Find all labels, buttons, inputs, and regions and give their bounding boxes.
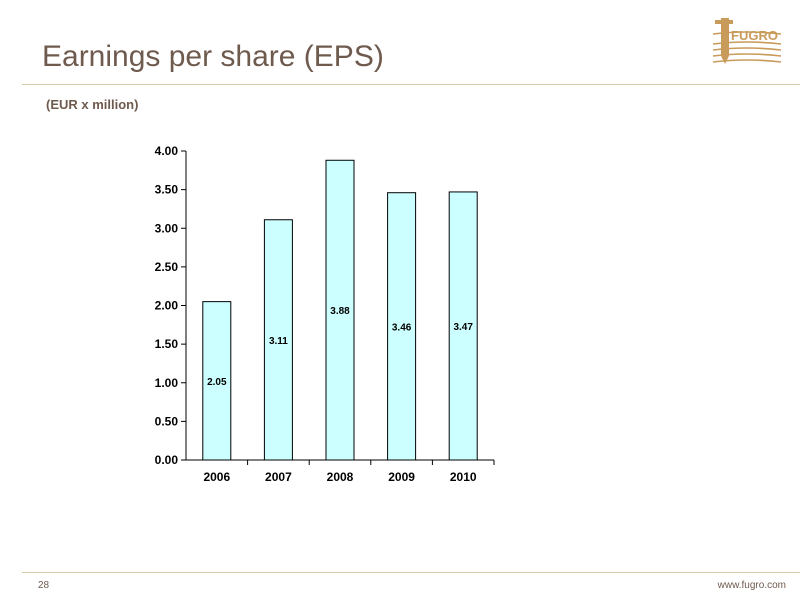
data-label: 3.46 <box>392 322 412 333</box>
x-tick-label: 2006 <box>203 470 230 484</box>
fugro-logo: FUGRO <box>709 16 785 68</box>
y-tick-label: 3.00 <box>155 221 179 235</box>
bar-2010 <box>448 191 478 461</box>
footer-divider <box>22 572 800 573</box>
x-tick-label: 2008 <box>327 470 354 484</box>
y-tick-label: 0.00 <box>155 453 179 467</box>
data-label: 2.05 <box>207 377 227 388</box>
x-tick-label: 2010 <box>450 470 477 484</box>
footer-url: www.fugro.com <box>717 580 786 591</box>
bar-2008 <box>325 159 355 461</box>
bar-2006 <box>202 301 232 461</box>
header-divider <box>22 84 800 85</box>
chart-subtitle: (EUR x million) <box>46 97 139 112</box>
data-label: 3.11 <box>269 336 288 347</box>
y-tick-label: 2.50 <box>155 260 179 274</box>
y-tick-label: 1.50 <box>155 337 179 351</box>
page-number: 28 <box>38 580 50 591</box>
y-tick-label: 4.00 <box>155 144 179 158</box>
y-tick-label: 1.00 <box>155 376 179 390</box>
y-tick-label: 3.50 <box>155 183 179 197</box>
slide-title: Earnings per share (EPS) <box>42 40 384 73</box>
y-tick-label: 2.00 <box>155 299 179 313</box>
bar-2007 <box>263 219 293 461</box>
logo-text: FUGRO <box>731 28 778 43</box>
bar-2009 <box>387 192 417 461</box>
y-tick-label: 0.50 <box>155 414 179 428</box>
x-tick-label: 2009 <box>388 470 415 484</box>
data-label: 3.47 <box>453 322 473 333</box>
data-label: 3.88 <box>330 306 350 317</box>
x-tick-label: 2007 <box>265 470 292 484</box>
